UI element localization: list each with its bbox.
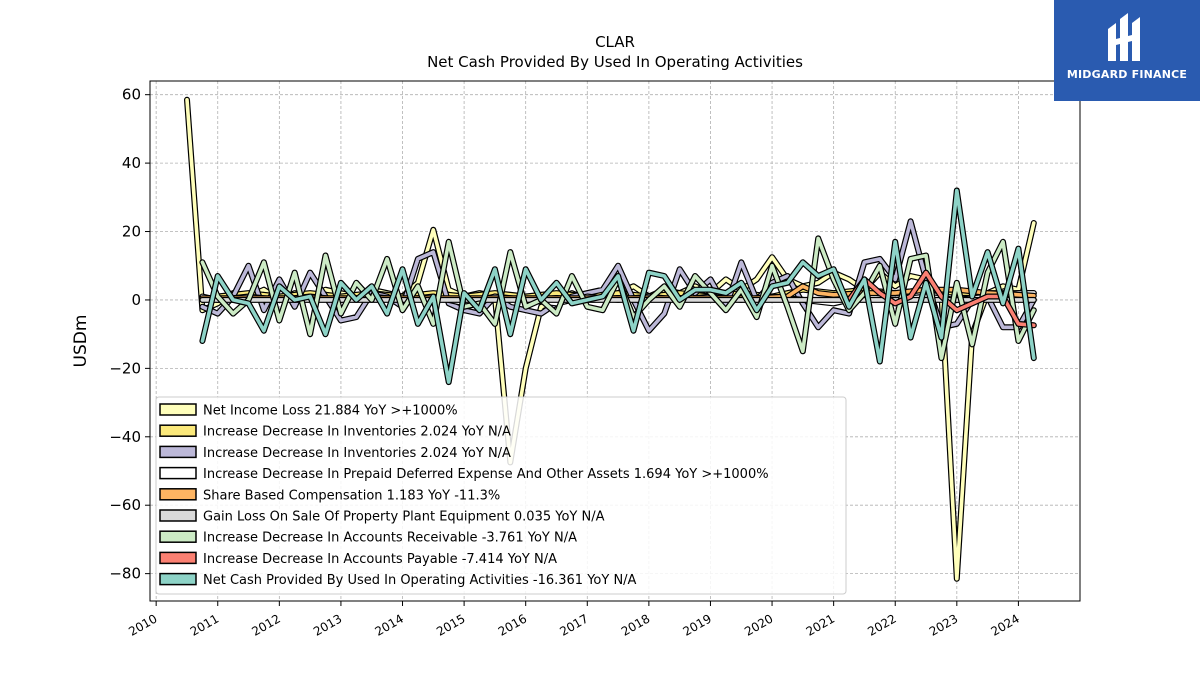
y-tick-label: 20 [122, 223, 141, 241]
y-tick-label: −60 [109, 496, 141, 514]
legend-entry: Increase Decrease In Inventories 2.024 Y… [203, 425, 511, 440]
legend-box [155, 396, 847, 595]
legend: Net Income Loss 21.884 YoY >+1000% Increa… [155, 396, 847, 595]
x-tick-label: 2021 [804, 611, 837, 638]
x-tick-label: 2013 [311, 611, 344, 638]
chart-subtitle: Net Cash Provided By Used In Operating A… [427, 53, 803, 71]
legend-entry: Increase Decrease In Accounts Payable -7… [203, 552, 557, 567]
legend-swatch [159, 466, 197, 480]
x-tick-label: 2017 [557, 611, 590, 638]
x-tick-label: 2018 [619, 611, 652, 638]
legend-entry: Increase Decrease In Prepaid Deferred Ex… [203, 467, 769, 482]
legend-entry: Net Cash Provided By Used In Operating A… [203, 573, 637, 588]
x-tick-label: 2024 [988, 611, 1021, 638]
x-tick-label: 2014 [373, 611, 406, 638]
legend-swatch [159, 551, 197, 565]
series-line [200, 219, 1036, 333]
logo-text: MIDGARD FINANCE [1066, 68, 1188, 81]
y-tick-label: 60 [122, 86, 141, 104]
y-axis-label: USDm [71, 315, 91, 368]
logo-mark-icon [1108, 13, 1140, 61]
legend-swatch [159, 488, 197, 501]
x-tick-label: 2020 [742, 611, 775, 638]
series-8 [199, 187, 1037, 386]
y-tick-label: −40 [109, 428, 141, 446]
x-tick-label: 2023 [927, 611, 960, 638]
series-2 [199, 218, 1037, 334]
y-tick-label: −80 [109, 565, 141, 583]
legend-swatch [159, 572, 197, 586]
chart-title: CLAR [595, 33, 635, 51]
x-tick-label: 2022 [865, 611, 898, 638]
legend-swatch [159, 445, 197, 459]
brand-logo: MIDGARD FINANCE [1054, 0, 1200, 101]
y-tick-label: 0 [131, 291, 141, 309]
x-tick-label: 2015 [434, 611, 467, 638]
y-tick-label: −20 [109, 359, 141, 377]
plot-frame [149, 80, 1081, 602]
legend-entry: Increase Decrease In Inventories 2.024 Y… [203, 446, 511, 461]
x-tick-label: 2019 [681, 611, 714, 638]
y-tick-label: 40 [122, 154, 141, 172]
legend-entry: Increase Decrease In Accounts Receivable… [203, 531, 577, 546]
legend-swatch [159, 530, 197, 543]
x-tick-label: 2016 [496, 611, 529, 638]
x-tick-label: 2011 [188, 611, 221, 638]
x-tick-label: 2012 [249, 611, 282, 638]
legend-swatch [159, 424, 197, 437]
legend-entry: Share Based Compensation 1.183 YoY -11.3… [203, 488, 500, 503]
legend-entry: Gain Loss On Sale Of Property Plant Equi… [203, 510, 605, 525]
legend-entry: Net Income Loss 21.884 YoY >+1000% [203, 404, 458, 419]
legend-swatch [159, 509, 197, 522]
series-line [200, 188, 1036, 384]
series-lines [184, 96, 1037, 582]
legend-swatch [159, 403, 197, 416]
x-tick-label: 2010 [126, 611, 159, 638]
